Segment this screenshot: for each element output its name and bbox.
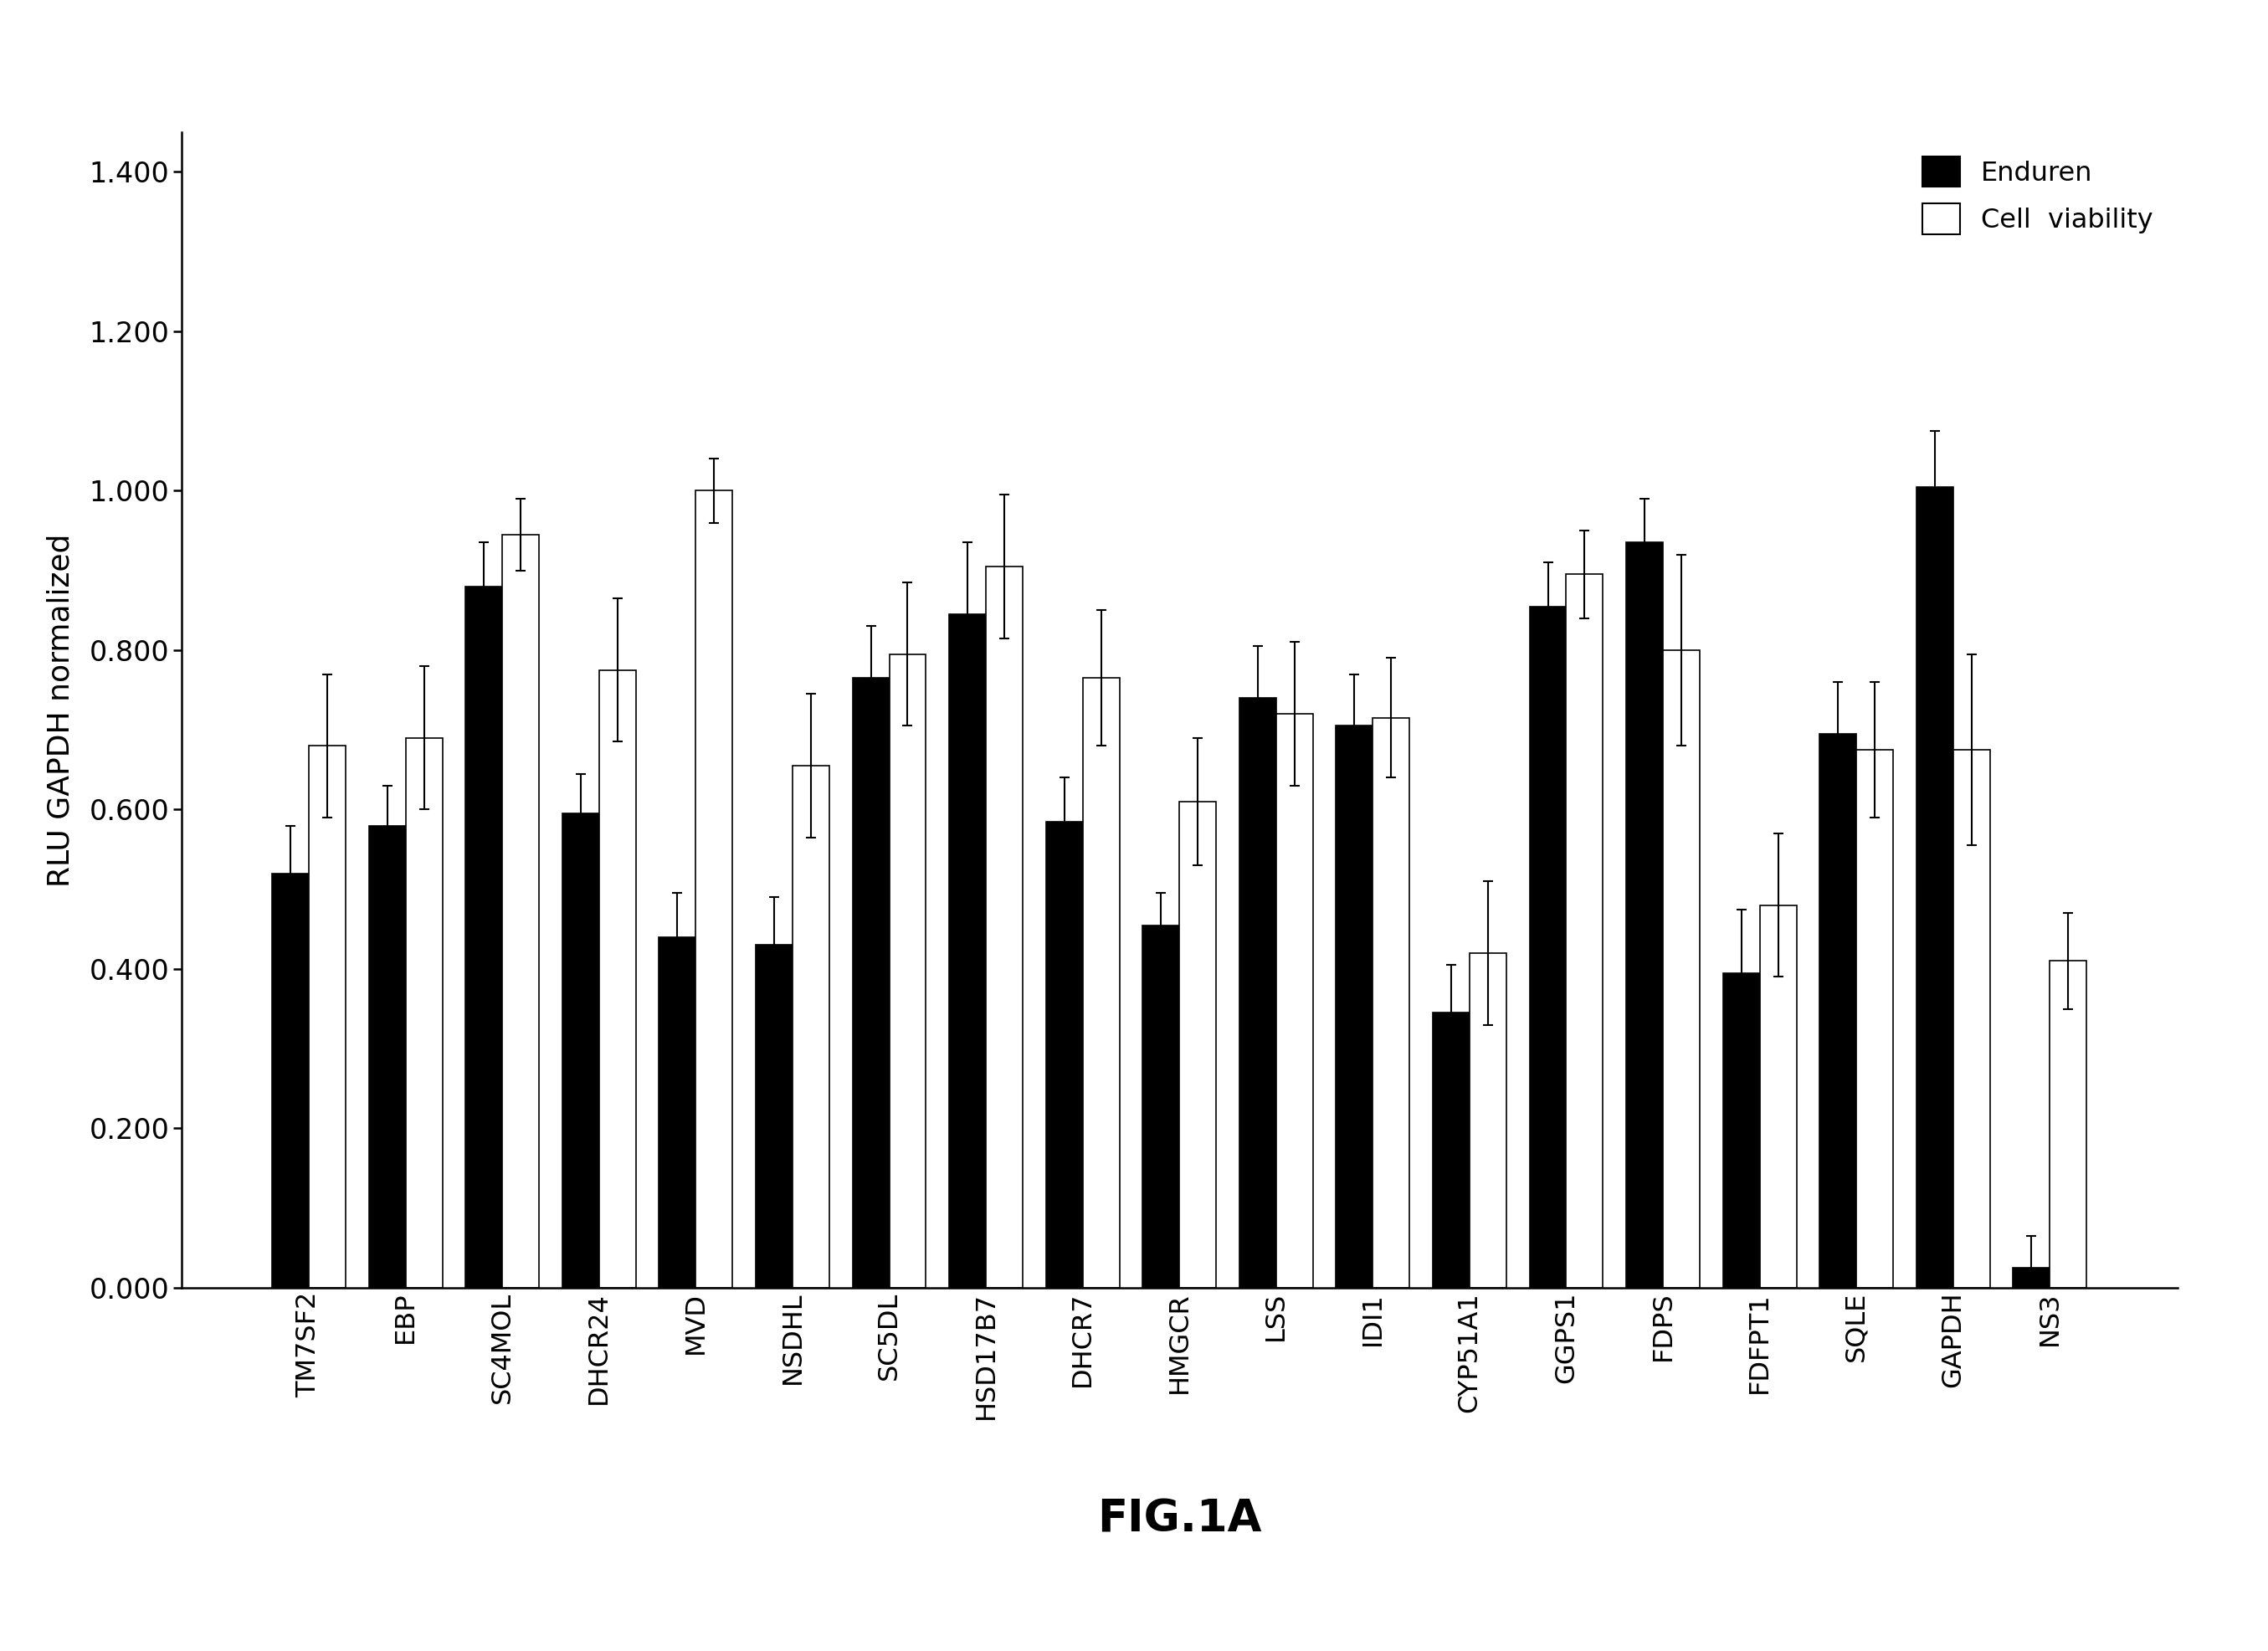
Bar <box>1082 679 1120 1288</box>
Bar <box>1179 802 1216 1288</box>
Bar <box>755 944 792 1288</box>
Bar <box>1760 905 1796 1288</box>
Y-axis label: RLU GAPDH normalized: RLU GAPDH normalized <box>48 533 75 887</box>
Bar <box>1724 972 1760 1288</box>
Bar <box>1143 925 1179 1288</box>
Bar <box>370 826 406 1288</box>
Bar <box>1916 487 1953 1288</box>
Bar <box>1470 953 1506 1288</box>
Bar <box>1372 718 1408 1288</box>
Bar <box>599 670 635 1288</box>
Bar <box>1662 650 1699 1288</box>
Bar <box>562 814 599 1288</box>
Bar <box>1529 606 1567 1288</box>
Bar <box>853 679 889 1288</box>
Legend: Enduren, Cell  viability: Enduren, Cell viability <box>1912 145 2164 244</box>
Bar <box>1819 733 1857 1288</box>
Bar <box>660 938 696 1288</box>
Bar <box>1626 543 1662 1288</box>
Bar <box>1433 1012 1470 1288</box>
Bar <box>1238 698 1277 1288</box>
Bar <box>501 535 540 1288</box>
Bar <box>696 490 733 1288</box>
Bar <box>1336 726 1372 1288</box>
Bar <box>792 766 830 1288</box>
Bar <box>2050 961 2087 1288</box>
Bar <box>1857 750 1894 1288</box>
Bar <box>1046 822 1082 1288</box>
Bar <box>889 654 925 1288</box>
Bar <box>1277 713 1313 1288</box>
Bar <box>987 566 1023 1288</box>
Bar <box>2014 1268 2050 1288</box>
Bar <box>272 873 308 1288</box>
Text: FIG.1A: FIG.1A <box>1098 1497 1261 1540</box>
Bar <box>465 586 501 1288</box>
Bar <box>406 738 442 1288</box>
Bar <box>1953 750 1989 1288</box>
Bar <box>1567 575 1603 1288</box>
Bar <box>308 746 345 1288</box>
Bar <box>950 614 987 1288</box>
